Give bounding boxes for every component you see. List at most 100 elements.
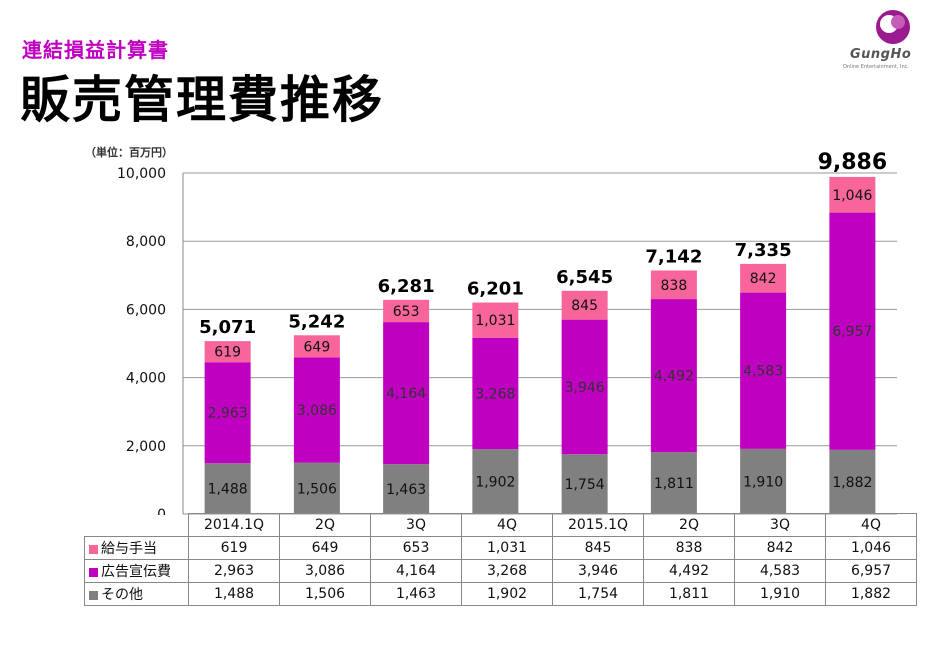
data-label-other: 1,488: [208, 482, 248, 498]
table-cell: 842: [734, 536, 826, 560]
x-tick-label: 4Q: [461, 513, 553, 537]
bar-segment-other: [204, 463, 251, 514]
data-label-advertising: 4,164: [386, 386, 426, 402]
table-cell: 1,754: [552, 582, 644, 606]
logo-tagline: Online Entertainment, Inc.: [843, 64, 909, 70]
bar-segment-advertising: [293, 357, 340, 463]
table-corner: [84, 513, 189, 537]
total-label: 7,142: [645, 246, 702, 267]
table-cell: 3,268: [461, 559, 553, 583]
table-row: 広告宣伝費 2,963 3,086 4,164 3,268 3,946 4,492 4,583…: [84, 559, 917, 583]
data-label-other: 1,882: [832, 475, 872, 491]
data-label-salary: 1,031: [475, 313, 515, 329]
bar-segment-salary: [829, 176, 876, 213]
total-label: 6,545: [556, 267, 613, 288]
table-cell: 3,946: [552, 559, 644, 583]
bar-segment-advertising: [204, 362, 251, 464]
legend-swatch: [89, 567, 98, 577]
legend-entry: 給与手当: [84, 536, 189, 560]
y-tick-label: 8,000: [126, 234, 166, 250]
bar-segment-salary: [204, 341, 251, 363]
table-cell: 6,957: [825, 559, 917, 583]
total-label: 9,886: [818, 150, 888, 175]
bar-segment-advertising: [472, 337, 519, 450]
table-row: 給与手当 619 649 653 1,031 845 838 842 1,046: [84, 536, 917, 560]
total-label: 7,335: [735, 240, 792, 261]
data-label-other: 1,902: [475, 475, 515, 491]
bar-segment-salary: [740, 263, 787, 293]
data-label-other: 1,754: [565, 477, 605, 493]
bar-segment-other: [383, 464, 430, 514]
total-label: 6,281: [378, 276, 435, 297]
bar-segment-other: [740, 448, 787, 514]
y-tick-label: 0: [157, 507, 166, 515]
x-tick-label: 2015.1Q: [552, 513, 644, 537]
data-label-salary: 842: [750, 271, 777, 287]
unit-label: （単位：百万円）: [85, 146, 173, 159]
table-cell: 1,811: [643, 582, 735, 606]
data-label-other: 1,463: [386, 482, 426, 498]
table-cell: 1,910: [734, 582, 826, 606]
table-cell: 649: [279, 536, 371, 560]
data-label-salary: 838: [661, 278, 688, 294]
total-label: 5,071: [199, 317, 256, 338]
table-cell: 1,463: [370, 582, 462, 606]
data-label-other: 1,910: [743, 474, 783, 490]
table-cell: 845: [552, 536, 644, 560]
data-label-advertising: 2,963: [208, 406, 248, 422]
table-header-row: 2014.1Q 2Q 3Q 4Q 2015.1Q 2Q 3Q 4Q: [84, 513, 917, 537]
bar-segment-advertising: [740, 292, 787, 449]
data-label-advertising: 6,957: [832, 324, 872, 340]
x-tick-label: 4Q: [825, 513, 917, 537]
stacked-bar-chart: 0 2,000 4,000 6,000 8,000 10,000 1,488 2,963 619…: [117, 150, 897, 515]
data-table: 2014.1Q 2Q 3Q 4Q 2015.1Q 2Q 3Q 4Q 給与手当 619 649 653 1…: [84, 513, 917, 606]
table-row: その他 1,488 1,506 1,463 1,902 1,754 1,811 1,910 1,…: [84, 582, 917, 606]
bar-segment-advertising: [650, 299, 697, 453]
table-cell: 4,164: [370, 559, 462, 583]
bar-segment-advertising: [561, 319, 608, 455]
bar-segment-salary: [293, 335, 340, 358]
data-label-other: 1,506: [297, 481, 337, 497]
total-label: 5,242: [288, 311, 345, 332]
bar-segment-other: [293, 462, 340, 514]
total-label: 6,201: [467, 279, 524, 300]
bar-segment-salary: [472, 302, 519, 338]
y-tick-label: 10,000: [117, 166, 166, 182]
logo-wordmark: GungHo: [850, 47, 912, 62]
y-tick-label: 6,000: [126, 302, 166, 318]
data-label-advertising: 3,086: [297, 403, 337, 419]
table-cell: 1,488: [188, 582, 280, 606]
table-cell: 838: [643, 536, 735, 560]
x-tick-label: 2014.1Q: [188, 513, 280, 537]
legend-entry: その他: [84, 582, 189, 606]
data-label-salary: 653: [393, 304, 420, 320]
data-label-salary: 845: [571, 298, 598, 314]
table-cell: 4,492: [643, 559, 735, 583]
data-label-advertising: 4,583: [743, 364, 783, 380]
bar-segment-other: [472, 449, 519, 514]
table-cell: 1,902: [461, 582, 553, 606]
data-label-salary: 1,046: [832, 188, 872, 204]
report-subtitle: 連結損益計算書: [22, 38, 169, 62]
legend-swatch: [89, 590, 98, 600]
x-tick-label: 2Q: [279, 513, 371, 537]
bar-segment-salary: [650, 270, 697, 300]
table-cell: 3,086: [279, 559, 371, 583]
data-label-salary: 649: [304, 339, 331, 355]
y-tick-label: 2,000: [126, 439, 166, 455]
bar-segment-other: [829, 449, 876, 514]
table-cell: 619: [188, 536, 280, 560]
legend-swatch: [89, 544, 98, 554]
bar-segment-advertising: [829, 212, 876, 450]
data-label-other: 1,811: [654, 476, 694, 492]
table-cell: 4,583: [734, 559, 826, 583]
y-tick-label: 4,000: [126, 371, 166, 387]
table-cell: 2,963: [188, 559, 280, 583]
data-label-salary: 619: [214, 345, 241, 361]
bar-segment-other: [561, 454, 608, 514]
bar-segment-other: [650, 452, 697, 514]
legend-entry: 広告宣伝費: [84, 559, 189, 583]
bar-segment-salary: [383, 299, 430, 323]
data-label-advertising: 3,946: [565, 380, 605, 396]
data-label-advertising: 4,492: [654, 369, 694, 385]
